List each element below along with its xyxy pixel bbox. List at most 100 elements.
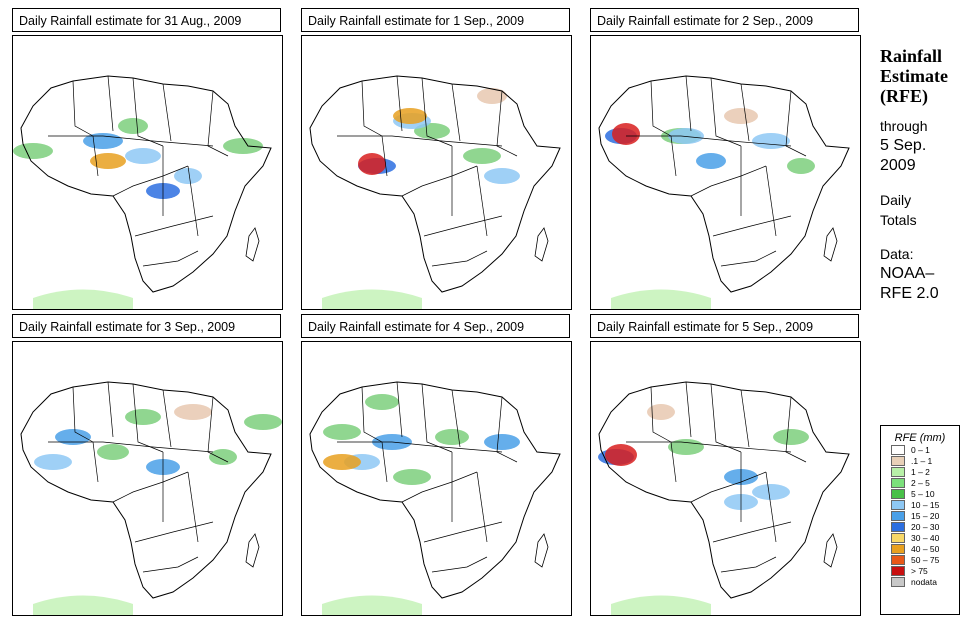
- legend-label: 15 – 20: [911, 510, 940, 521]
- country-border: [142, 556, 199, 573]
- country-border: [337, 135, 503, 147]
- coastline: [598, 381, 850, 599]
- country-border: [720, 250, 777, 267]
- rainfall-area: [484, 168, 520, 184]
- country-border: [650, 386, 672, 443]
- legend-swatch: [891, 543, 905, 554]
- legend-item: 40 – 50: [891, 543, 959, 554]
- rainfall-area: [244, 414, 282, 430]
- legend-item: 5 – 10: [891, 488, 959, 499]
- country-border: [162, 83, 172, 142]
- rainfall-area: [393, 469, 431, 485]
- legend-swatch: [891, 455, 905, 466]
- panel-5-sep: Daily Rainfall estimate for 5 Sep., 2009: [590, 314, 861, 616]
- country-border: [134, 215, 214, 237]
- legend-swatch: [891, 565, 905, 576]
- country-border: [685, 75, 692, 132]
- country-border: [740, 83, 750, 142]
- southern-ocean-rain: [33, 289, 133, 309]
- rainfall-area: [83, 133, 123, 149]
- legend-swatch: [891, 444, 905, 455]
- legend-item: nodata: [891, 576, 959, 587]
- country-border: [685, 381, 692, 438]
- country-border: [650, 80, 672, 137]
- country-border: [431, 556, 488, 573]
- country-border: [337, 441, 503, 453]
- country-border: [396, 75, 403, 132]
- africa-map: [590, 341, 861, 616]
- legend-swatch: [891, 488, 905, 499]
- country-border: [48, 441, 214, 453]
- legend-item: 10 – 15: [891, 499, 959, 510]
- panel-title: Daily Rainfall estimate for 31 Aug., 200…: [12, 8, 281, 32]
- rainfall-area: [696, 153, 726, 169]
- legend-swatch: [891, 532, 905, 543]
- legend-label: 10 – 15: [911, 499, 940, 510]
- southern-ocean-rain: [322, 595, 422, 615]
- title-line: Rainfall: [880, 46, 943, 66]
- legend-item: 30 – 40: [891, 532, 959, 543]
- legend-item: 1 – 2: [891, 466, 959, 477]
- rainfall-area: [668, 439, 704, 455]
- country-border: [712, 215, 792, 237]
- country-border: [421, 383, 453, 453]
- legend-label: 0 – 1: [911, 444, 930, 455]
- totals-label: Totals: [880, 212, 917, 228]
- country-border: [134, 521, 214, 543]
- rainfall-area: [97, 444, 129, 460]
- country-border: [361, 80, 383, 137]
- date-line: 5 Sep.: [880, 137, 927, 154]
- legend-item: .1 – 1: [891, 455, 959, 466]
- coastline: [309, 381, 561, 599]
- rainfall-area: [90, 153, 126, 169]
- legend-label: 30 – 40: [911, 532, 940, 543]
- panel-title: Daily Rainfall estimate for 2 Sep., 2009: [590, 8, 859, 32]
- rainfall-area: [605, 444, 637, 466]
- rainfall-area: [125, 148, 161, 164]
- southern-ocean-rain: [611, 289, 711, 309]
- country-border: [785, 396, 807, 463]
- country-border: [496, 396, 518, 463]
- country-border: [361, 386, 383, 443]
- country-border: [720, 556, 777, 573]
- rainfall-area: [174, 168, 202, 184]
- legend-item: 20 – 30: [891, 521, 959, 532]
- country-border: [187, 165, 199, 237]
- panel-4-sep: Daily Rainfall estimate for 4 Sep., 2009: [301, 314, 572, 616]
- source-line: NOAA–: [880, 265, 935, 282]
- country-border: [107, 75, 114, 132]
- southern-ocean-rain: [322, 289, 422, 309]
- coastline: [598, 75, 850, 293]
- country-border: [765, 165, 777, 237]
- rainfall-area: [752, 484, 790, 500]
- legend-swatch: [891, 477, 905, 488]
- rainfall-area: [223, 138, 263, 154]
- legend-item: 0 – 1: [891, 444, 959, 455]
- country-border: [112, 471, 189, 503]
- africa-map: [301, 341, 572, 616]
- country-border: [496, 90, 518, 157]
- country-border: [132, 77, 164, 147]
- country-border: [107, 381, 114, 438]
- legend-item: 2 – 5: [891, 477, 959, 488]
- legend-swatch: [891, 576, 905, 587]
- title-line: Estimate: [880, 66, 948, 86]
- legend-label: > 75: [911, 565, 928, 576]
- panel-title: Daily Rainfall estimate for 1 Sep., 2009: [301, 8, 570, 32]
- country-border: [451, 83, 461, 142]
- legend-label: 40 – 50: [911, 543, 940, 554]
- country-border: [207, 396, 229, 463]
- country-border: [476, 471, 488, 543]
- source-line: RFE 2.0: [880, 285, 939, 302]
- rainfall-area: [668, 128, 704, 144]
- legend-label: .1 – 1: [911, 455, 933, 466]
- rainfall-area: [647, 404, 675, 420]
- legend-label: 1 – 2: [911, 466, 930, 477]
- rainfall-area: [484, 434, 520, 450]
- legend-item: 15 – 20: [891, 510, 959, 521]
- rainfall-area: [435, 429, 469, 445]
- legend-label: nodata: [911, 576, 937, 587]
- coastline: [20, 75, 272, 293]
- country-border: [187, 471, 199, 543]
